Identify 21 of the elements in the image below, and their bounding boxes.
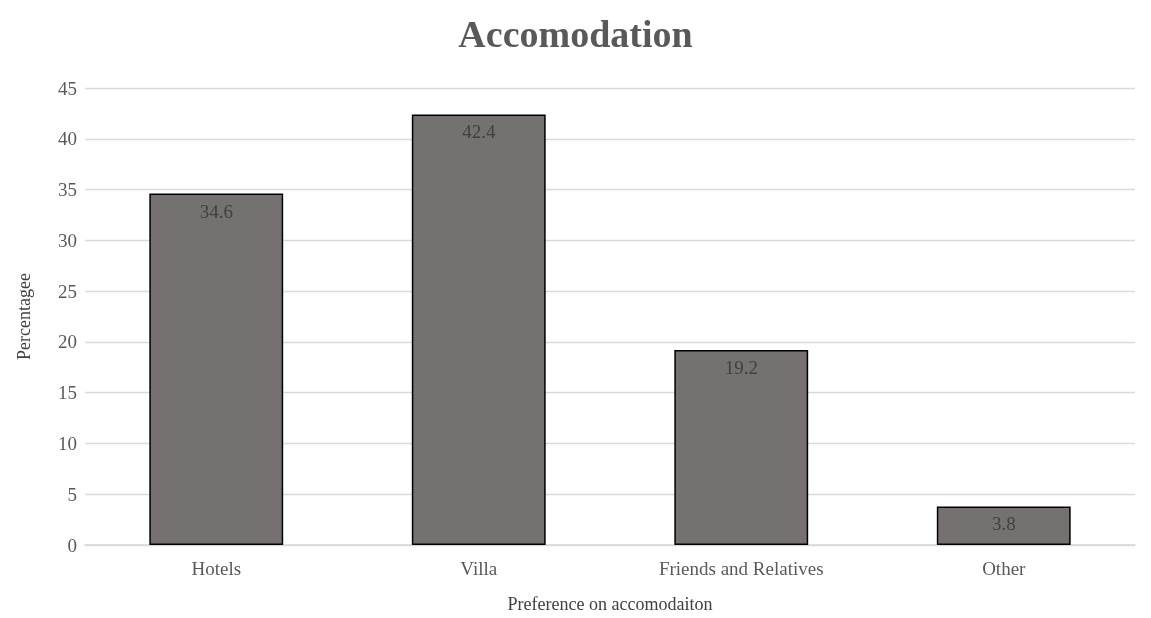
chart-title: Accomodation <box>458 13 693 55</box>
y-tick-label: 35 <box>58 179 77 201</box>
y-tick-label: 40 <box>58 128 77 150</box>
x-tick-label: Friends and Relatives <box>658 558 824 579</box>
y-tick-label: 0 <box>67 534 77 556</box>
x-tick-label: Other <box>982 558 1027 579</box>
y-tick-label: 30 <box>58 229 77 251</box>
x-axis-title: Preference on accomodaiton <box>507 594 713 614</box>
y-tick-label: 5 <box>67 483 77 505</box>
bar <box>149 193 284 545</box>
y-tick-label: 20 <box>58 331 77 353</box>
bar <box>674 350 809 545</box>
y-tick-label: 25 <box>58 280 77 302</box>
x-tick-label: Villa <box>460 558 498 579</box>
x-tick-label: Hotels <box>191 558 242 579</box>
y-tick-label: 15 <box>58 382 77 404</box>
y-tick-label: 10 <box>58 432 77 454</box>
y-axis-title: Percentagee <box>14 273 34 360</box>
bar <box>936 506 1071 545</box>
y-tick-label: 45 <box>58 77 77 99</box>
bar <box>411 114 546 545</box>
